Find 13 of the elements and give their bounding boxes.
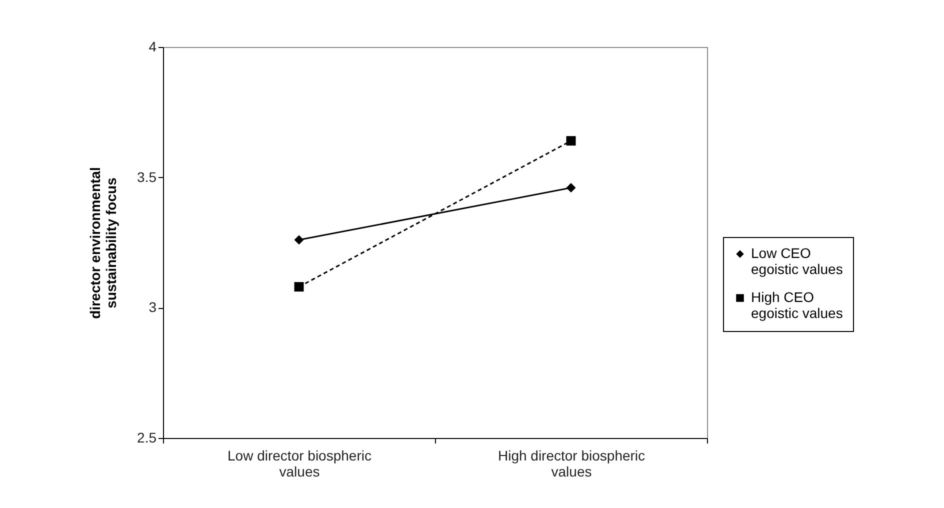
x-tick-label: High director biospheric values xyxy=(498,448,646,480)
y-tick-label: 4 xyxy=(148,38,157,54)
y-tick-label: 3 xyxy=(148,299,157,316)
point xyxy=(566,136,576,146)
x-tick-label: Low director biospheric values xyxy=(228,448,372,480)
point xyxy=(566,183,576,193)
y-axis-title: director environmental sustainability focus xyxy=(87,167,120,319)
y-tick-label: 3.5 xyxy=(137,168,157,185)
point xyxy=(294,282,304,292)
y-tick-label: 2.5 xyxy=(137,430,157,446)
legend-label: High CEO egoistic values xyxy=(751,289,843,321)
legend-label: Low CEO egoistic values xyxy=(751,245,843,277)
point xyxy=(294,235,304,245)
